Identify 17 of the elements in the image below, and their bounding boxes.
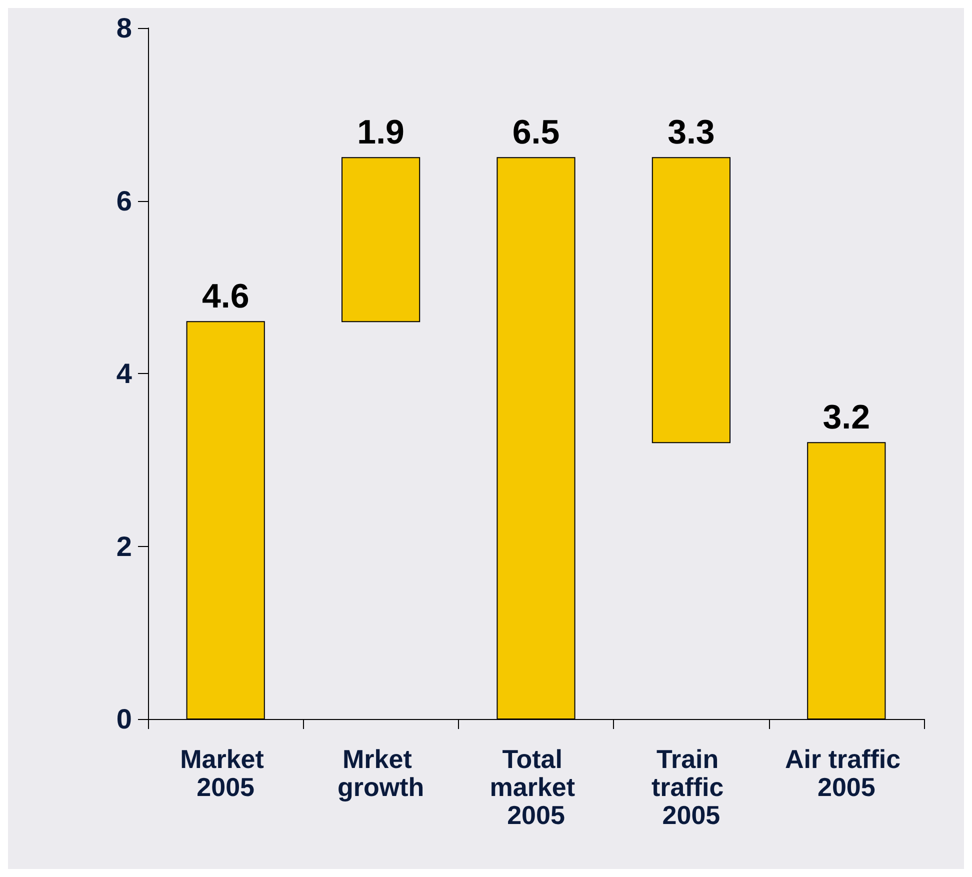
data-label: 6.5 [512,114,560,152]
x-tick-label: Mrket growth [337,744,424,802]
y-tick-label: 0 [116,704,132,734]
bar [342,157,420,322]
x-tick-label: Air traffic 2005 [784,744,908,802]
bar [652,157,730,444]
data-label: 3.3 [668,114,715,152]
data-label: 1.9 [357,114,404,152]
x-tick-label: Train traffic 2005 [651,744,731,830]
y-tick-label: 6 [116,185,132,216]
data-label: 3.2 [822,398,870,437]
y-tick-label: 2 [116,530,132,562]
x-tick-label: Market 2005 [180,744,272,802]
y-tick-label: 8 [116,12,132,44]
data-label: 4.6 [202,278,250,316]
x-tick-label: Total market 2005 [490,744,582,830]
y-tick-label: 4 [116,358,132,389]
